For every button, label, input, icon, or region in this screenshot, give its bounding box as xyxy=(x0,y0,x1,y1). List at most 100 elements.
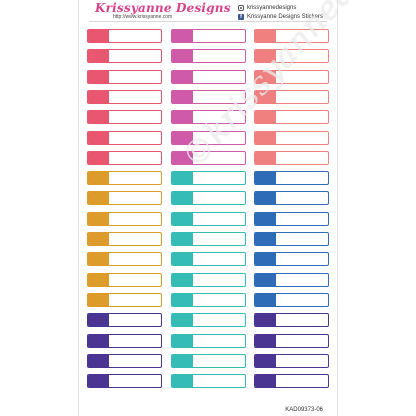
sticker-label xyxy=(254,333,329,348)
facebook-page: Krissyanne Designs Stickers xyxy=(246,13,323,20)
sticker-label xyxy=(254,191,329,206)
sticker-color-tab xyxy=(88,375,109,388)
sticker-label xyxy=(87,232,162,246)
sticker-label xyxy=(254,272,329,287)
sticker-label xyxy=(254,353,329,368)
sticker-color-tab xyxy=(255,111,276,124)
sticker-color-tab xyxy=(255,131,276,144)
sticker-label xyxy=(254,110,329,125)
sticker-color-tab xyxy=(255,30,276,42)
sticker-color-tab xyxy=(172,293,193,306)
sticker-color-tab xyxy=(172,30,193,42)
sticker-label xyxy=(87,272,162,287)
sticker-label xyxy=(171,252,246,267)
sticker-color-tab xyxy=(255,70,276,83)
sticker-color-tab xyxy=(255,273,276,286)
sticker-label xyxy=(87,333,162,348)
sticker-label xyxy=(254,211,329,226)
sticker-label xyxy=(87,29,162,43)
sticker-color-tab xyxy=(88,253,109,266)
sticker-color-tab xyxy=(255,212,276,225)
sticker-label xyxy=(87,69,162,84)
brand-logo: Krissyanne Designs xyxy=(95,1,231,15)
sticker-color-tab xyxy=(88,172,109,185)
sticker-label xyxy=(87,353,162,368)
sticker-color-tab xyxy=(88,30,109,42)
sticker-color-tab xyxy=(255,90,276,103)
facebook-icon: f xyxy=(237,13,244,20)
sticker-color-tab xyxy=(255,233,276,245)
sticker-color-tab xyxy=(255,334,276,347)
sticker-color-tab xyxy=(88,131,109,144)
sticker-label xyxy=(87,292,162,307)
instagram-icon xyxy=(237,4,244,11)
sticker-label xyxy=(87,313,162,328)
sticker-color-tab xyxy=(255,172,276,185)
sticker-sheet: Krissyanne Designs http://www.krissyanne… xyxy=(78,0,416,416)
sticker-label xyxy=(87,374,162,389)
sticker-color-tab xyxy=(172,354,193,367)
sticker-label xyxy=(254,49,329,64)
product-code: KAD09373-06 xyxy=(285,407,323,413)
sticker-color-tab xyxy=(255,314,276,327)
sticker-label xyxy=(254,252,329,267)
sticker-label xyxy=(171,353,246,368)
sticker-color-tab xyxy=(172,151,193,164)
sticker-color-tab xyxy=(172,192,193,205)
sticker-color-tab xyxy=(255,354,276,367)
sticker-color-tab xyxy=(88,293,109,306)
sticker-color-tab xyxy=(172,273,193,286)
sticker-label xyxy=(87,89,162,104)
sticker-color-tab xyxy=(255,375,276,388)
sticker-label xyxy=(254,171,329,186)
sticker-label xyxy=(254,130,329,145)
sticker-label xyxy=(171,374,246,389)
sticker-color-tab xyxy=(88,334,109,347)
sticker-label xyxy=(171,232,246,246)
sticker-label xyxy=(171,191,246,206)
sticker-color-tab xyxy=(172,50,193,63)
sticker-color-tab xyxy=(172,375,193,388)
sticker-label xyxy=(171,211,246,226)
brand-url: http://www.krissyanne.com xyxy=(113,14,173,20)
instagram-handle: krissyannedesigns xyxy=(246,4,297,11)
sticker-color-tab xyxy=(172,111,193,124)
sticker-color-tab xyxy=(172,172,193,185)
social-links: krissyannedesigns f Krissyanne Designs S… xyxy=(237,3,323,21)
sticker-color-tab xyxy=(172,253,193,266)
sticker-color-tab xyxy=(88,111,109,124)
sticker-label xyxy=(171,150,246,165)
sticker-color-tab xyxy=(172,212,193,225)
sticker-label xyxy=(171,333,246,348)
sticker-color-tab xyxy=(172,131,193,144)
sticker-label xyxy=(87,191,162,206)
sticker-color-tab xyxy=(88,70,109,83)
sticker-label xyxy=(254,374,329,389)
sticker-label xyxy=(87,150,162,165)
sticker-label xyxy=(171,272,246,287)
sticker-label xyxy=(171,292,246,307)
sticker-label xyxy=(254,292,329,307)
sticker-label xyxy=(171,313,246,328)
sticker-color-tab xyxy=(172,90,193,103)
sticker-color-tab xyxy=(172,314,193,327)
sticker-label xyxy=(254,69,329,84)
sticker-color-tab xyxy=(88,90,109,103)
sticker-label xyxy=(254,89,329,104)
sticker-label xyxy=(171,110,246,125)
watermark: ©krissyannedesigns xyxy=(174,0,416,176)
sticker-label xyxy=(87,49,162,64)
instagram-row: krissyannedesigns xyxy=(237,3,323,12)
sticker-color-tab xyxy=(88,354,109,367)
header-divider xyxy=(89,21,327,22)
sticker-color-tab xyxy=(88,233,109,245)
sticker-color-tab xyxy=(88,151,109,164)
sticker-label xyxy=(87,211,162,226)
sticker-label xyxy=(254,232,329,246)
sticker-color-tab xyxy=(172,233,193,245)
sticker-color-tab xyxy=(172,70,193,83)
sticker-color-tab xyxy=(255,151,276,164)
sticker-color-tab xyxy=(172,334,193,347)
sticker-label xyxy=(171,49,246,64)
sticker-label xyxy=(171,89,246,104)
